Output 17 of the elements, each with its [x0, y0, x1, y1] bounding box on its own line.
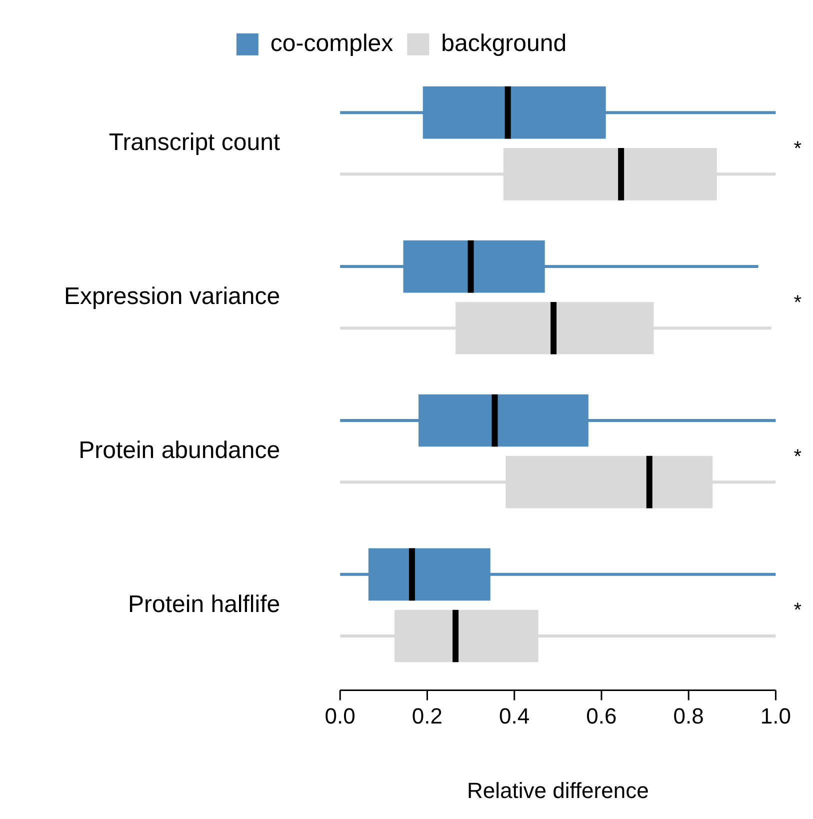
text: *	[794, 138, 802, 160]
x-tick-label: 0.2	[412, 703, 443, 728]
x-tick-label: 1.0	[760, 703, 792, 728]
text: *	[794, 446, 802, 468]
y-tick-label: Transcript count	[108, 129, 280, 156]
x-tick-label: 0.6	[586, 703, 617, 728]
x-axis-title: Relative difference	[467, 778, 649, 803]
y-tick-label: Protein halflife	[128, 590, 280, 618]
y-tick-label: Expression variance	[64, 282, 280, 310]
legend-label: background	[441, 30, 567, 58]
legend-label: co-complex	[270, 30, 394, 58]
y-tick-label: Protein abundance	[78, 436, 280, 464]
x-tick-label: 0.4	[499, 703, 530, 728]
text: *	[794, 600, 802, 622]
x-tick-label: 0.0	[324, 703, 356, 728]
x-tick-label: 0.8	[673, 703, 704, 728]
text: *	[794, 292, 802, 314]
